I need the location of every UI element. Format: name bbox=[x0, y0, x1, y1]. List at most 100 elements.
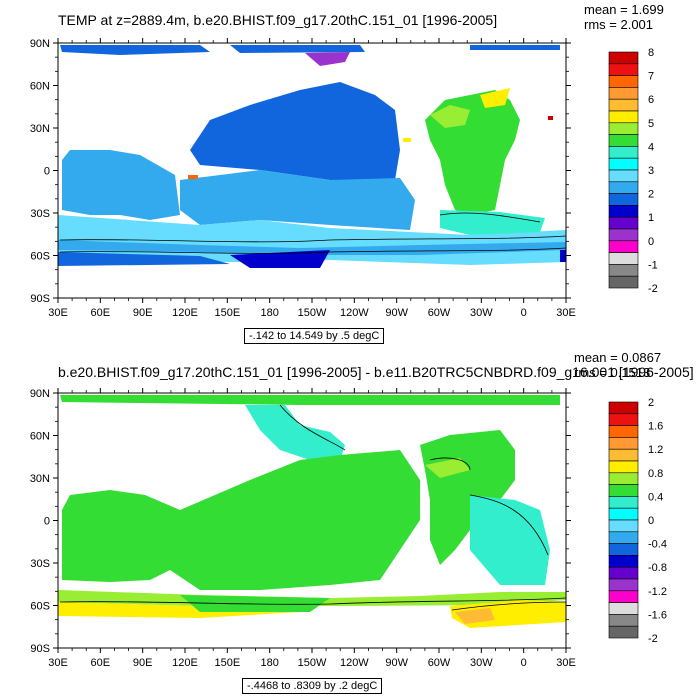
lat-tick-label: 90S bbox=[30, 643, 50, 655]
bottom-contour-info: -.4468 to .8309 by .2 degC bbox=[242, 678, 383, 694]
lat-tick-label: 30N bbox=[30, 123, 50, 135]
lat-tick-label: 60S bbox=[30, 601, 50, 613]
top-contour-info: -.142 to 14.549 by .5 degC bbox=[244, 328, 385, 344]
colorbar-label: 3 bbox=[648, 165, 654, 177]
lat-tick-label: 60S bbox=[30, 251, 50, 263]
colorbar-label: 1 bbox=[648, 212, 654, 224]
colorbar-swatch bbox=[608, 401, 639, 415]
lat-tick-label: 60N bbox=[30, 431, 50, 443]
lat-tick-label: 30N bbox=[30, 473, 50, 485]
top-mean-text: mean = 1.699 bbox=[584, 2, 664, 17]
lon-tick-label: 90E bbox=[133, 307, 153, 319]
lon-tick-label: 60W bbox=[428, 657, 451, 669]
colorbar-swatch bbox=[608, 602, 639, 615]
colorbar-swatch bbox=[608, 216, 639, 230]
lat-tick-label: 30S bbox=[30, 558, 50, 570]
colorbar-swatch bbox=[608, 169, 639, 183]
colorbar-swatch bbox=[608, 252, 639, 265]
colorbar-label: 0 bbox=[648, 236, 654, 248]
lon-tick-label: 30W bbox=[470, 657, 493, 669]
lat-tick-label: 30S bbox=[30, 208, 50, 220]
colorbar-swatch bbox=[608, 425, 639, 438]
colorbar-label: 8 bbox=[648, 47, 654, 59]
lat-tick-label: 90S bbox=[30, 293, 50, 305]
colorbar-swatch bbox=[608, 543, 639, 556]
lon-tick-label: 180 bbox=[260, 307, 278, 319]
colorbar-swatch bbox=[608, 555, 639, 568]
colorbar-swatch bbox=[608, 590, 639, 603]
colorbar-swatch bbox=[608, 437, 639, 450]
colorbar-swatch bbox=[608, 122, 639, 135]
lat-tick-label: 60N bbox=[30, 81, 50, 93]
lon-tick-label: 30E bbox=[556, 307, 576, 319]
colorbar-label: -2 bbox=[648, 283, 658, 295]
colorbar-label: 4 bbox=[648, 141, 654, 153]
lon-tick-label: 120W bbox=[340, 657, 369, 669]
colorbar-swatch bbox=[608, 448, 639, 462]
top-map-title: TEMP at z=2889.4m, b.e20.BHIST.f09_g17.2… bbox=[58, 12, 498, 28]
lon-tick-label: 120E bbox=[172, 657, 198, 669]
lon-tick-label: 90E bbox=[133, 657, 153, 669]
colorbar-swatch bbox=[608, 146, 639, 159]
colorbar-swatch bbox=[608, 566, 639, 580]
lon-tick-label: 120E bbox=[172, 307, 198, 319]
colorbar-swatch bbox=[608, 240, 639, 253]
top-contour-lines bbox=[59, 212, 567, 254]
colorbar-swatch bbox=[608, 496, 639, 509]
lon-tick-label: 30W bbox=[470, 307, 493, 319]
lon-tick-label: 30E bbox=[48, 307, 68, 319]
bottom-colorbar: 2 1.6 1.2 0.8 0.4 0 -0.4 -0.8 -1.2 -1.6 -2 bbox=[608, 397, 667, 645]
bottom-map-stats: mean = 0.0867 rms = 0.1513 bbox=[574, 350, 661, 380]
lon-tick-label: 150E bbox=[214, 307, 240, 319]
top-colorbar: 8 7 6 5 4 3 2 1 0 -1 -2 bbox=[608, 47, 658, 295]
colorbar-label: -0.4 bbox=[648, 539, 667, 551]
colorbar-swatch bbox=[608, 507, 639, 521]
bottom-mean-text: mean = 0.0867 bbox=[574, 350, 662, 365]
colorbar-swatch bbox=[608, 519, 639, 533]
colorbar-label: 0 bbox=[648, 515, 654, 527]
colorbar-swatch bbox=[608, 98, 639, 112]
colorbar-label: 2 bbox=[648, 397, 654, 409]
top-map-stats: mean = 1.699 rms = 2.001 bbox=[584, 2, 664, 32]
bottom-map-panel: b.e20.BHIST.f09_g17.20thC.151_01 [1996-2… bbox=[0, 350, 700, 700]
colorbar-swatch bbox=[608, 193, 639, 206]
colorbar-label: 1.2 bbox=[648, 444, 663, 456]
colorbar-swatch bbox=[608, 275, 639, 289]
top-map-panel: TEMP at z=2889.4m, b.e20.BHIST.f09_g17.2… bbox=[30, 2, 664, 344]
lon-tick-label: 120W bbox=[340, 307, 369, 319]
colorbar-swatch bbox=[608, 413, 639, 426]
lon-tick-label: 90W bbox=[385, 307, 408, 319]
lat-tick-label: 90N bbox=[30, 38, 50, 50]
colorbar-swatch bbox=[608, 625, 639, 639]
colorbar-label: -2 bbox=[648, 633, 658, 645]
lon-tick-label: 150E bbox=[214, 657, 240, 669]
colorbar-label: -1.6 bbox=[648, 609, 667, 621]
colorbar-swatch bbox=[608, 264, 639, 277]
colorbar-label: -1.2 bbox=[648, 586, 667, 598]
bottom-contour-lines bbox=[59, 404, 567, 611]
colorbar-swatch bbox=[608, 614, 639, 627]
colorbar-swatch bbox=[608, 87, 639, 100]
bottom-ocean-field bbox=[58, 395, 566, 628]
colorbar-label: 6 bbox=[648, 94, 654, 106]
colorbar-label: 2 bbox=[648, 189, 654, 201]
lon-tick-label: 60E bbox=[91, 307, 111, 319]
top-rms-text: rms = 2.001 bbox=[584, 17, 654, 32]
lat-tick-label: 90N bbox=[30, 388, 50, 400]
colorbar-label: 1.6 bbox=[648, 421, 663, 433]
lon-tick-label: 150W bbox=[298, 307, 327, 319]
colorbar-label: 0.4 bbox=[648, 491, 663, 503]
colorbar-label: -1 bbox=[648, 259, 658, 271]
colorbar-swatch bbox=[608, 134, 639, 147]
colorbar-label: 5 bbox=[648, 118, 654, 130]
lat-tick-label: 0 bbox=[44, 516, 50, 528]
lon-tick-label: 150W bbox=[298, 657, 327, 669]
colorbar-swatch bbox=[608, 75, 639, 88]
colorbar-swatch bbox=[608, 578, 639, 592]
colorbar-swatch bbox=[608, 157, 639, 171]
colorbar-swatch bbox=[608, 110, 639, 124]
lat-tick-label: 0 bbox=[44, 166, 50, 178]
colorbar-swatch bbox=[608, 228, 639, 242]
bottom-map-title: b.e20.BHIST.f09_g17.20thC.151_01 [1996-2… bbox=[58, 364, 694, 380]
